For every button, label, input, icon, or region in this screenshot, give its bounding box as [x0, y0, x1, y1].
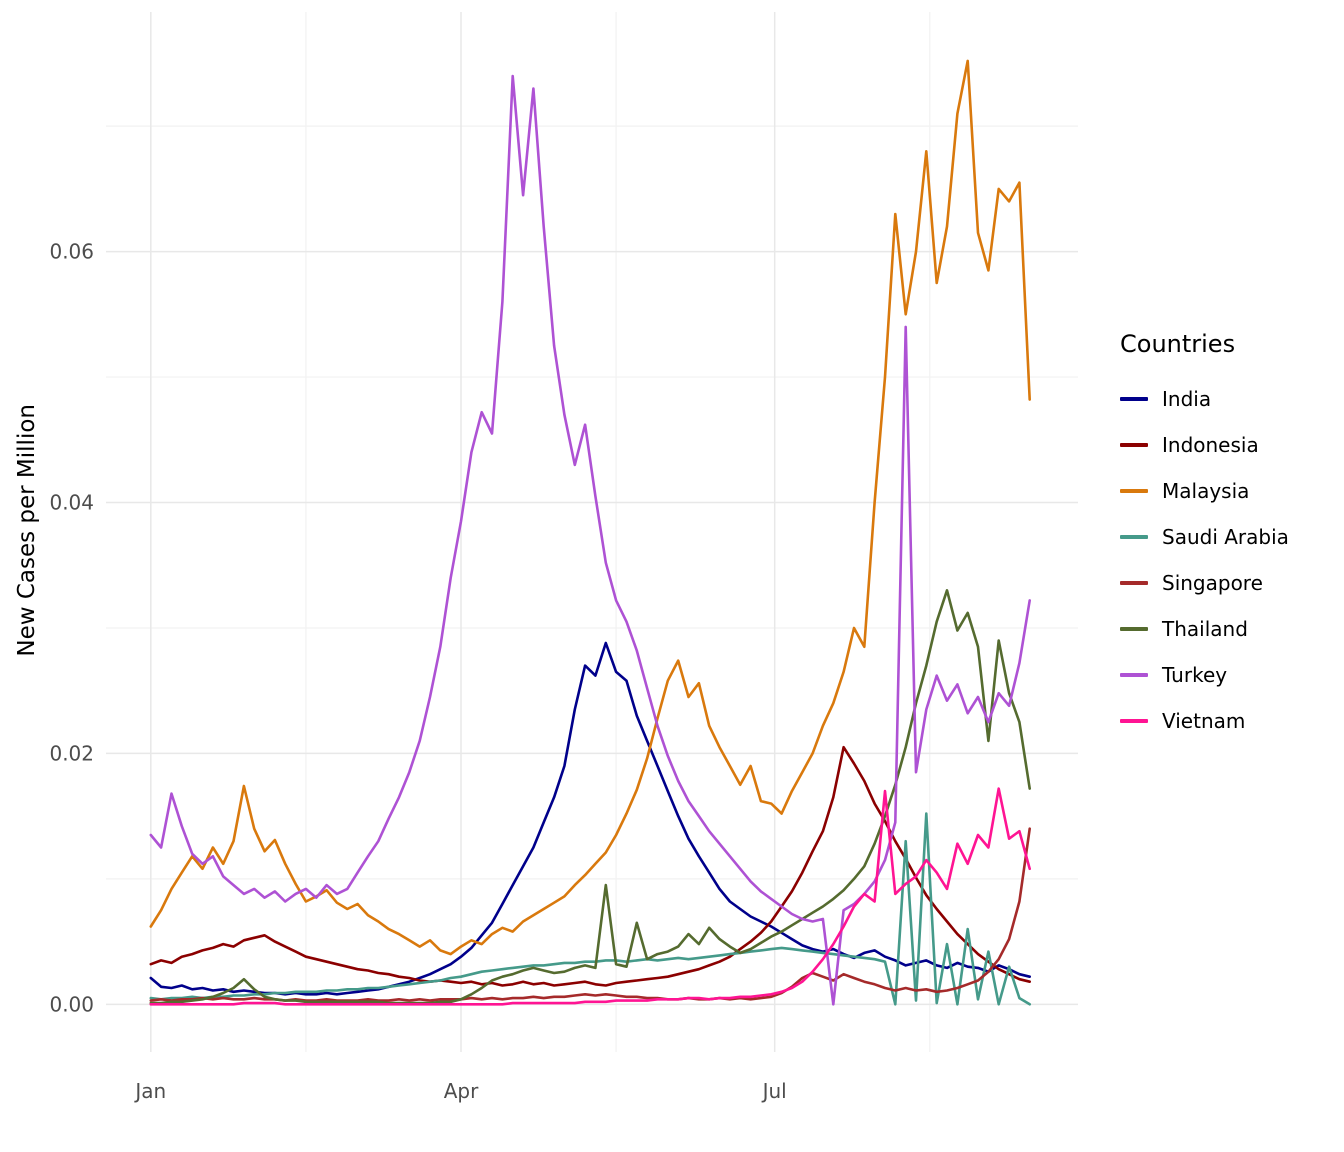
x-tick-label: Apr — [444, 1079, 479, 1103]
series-line-malaysia — [149, 59, 1031, 956]
legend-key-swatch — [1120, 673, 1148, 677]
legend-label: Turkey — [1162, 663, 1228, 687]
legend-label: Saudi Arabia — [1162, 525, 1289, 549]
legend-label: Vietnam — [1162, 709, 1246, 733]
y-tick-label: 0.06 — [49, 240, 94, 264]
y-tick-label: 0.02 — [49, 741, 94, 765]
legend-label: Singapore — [1162, 571, 1263, 595]
legend-key-swatch — [1120, 443, 1148, 447]
legend-key-swatch — [1120, 489, 1148, 493]
y-tick-label: 0.04 — [49, 491, 94, 515]
legend-item-indonesia: Indonesia — [1120, 422, 1340, 468]
legend-key-swatch — [1120, 535, 1148, 539]
legend-label: India — [1162, 387, 1212, 411]
legend-label: Indonesia — [1162, 433, 1259, 457]
legend-items: India Indonesia Malaysia Saudi Arabia Singap… — [1120, 376, 1340, 744]
series-line-saudi-arabia — [149, 812, 1031, 1006]
x-tick-label: Jul — [761, 1079, 787, 1103]
legend-key-swatch — [1120, 581, 1148, 585]
legend-item-india: India — [1120, 376, 1340, 422]
legend-key-swatch — [1120, 719, 1148, 723]
legend: Countries India Indonesia Malaysia Saudi Ar… — [1120, 330, 1340, 744]
legend-item-singapore: Singapore — [1120, 560, 1340, 606]
series-line-vietnam — [149, 787, 1031, 1006]
legend-item-vietnam: Vietnam — [1120, 698, 1340, 744]
series-line-turkey — [149, 74, 1031, 1006]
legend-label: Thailand — [1162, 617, 1248, 641]
y-tick-label: 0.00 — [49, 992, 94, 1016]
legend-item-turkey: Turkey — [1120, 652, 1340, 698]
legend-title: Countries — [1120, 330, 1236, 358]
legend-item-saudi-arabia: Saudi Arabia — [1120, 514, 1340, 560]
legend-item-thailand: Thailand — [1120, 606, 1340, 652]
legend-key-swatch — [1120, 627, 1148, 631]
x-tick-label: Jan — [133, 1079, 166, 1103]
legend-label: Malaysia — [1162, 479, 1250, 503]
legend-item-malaysia: Malaysia — [1120, 468, 1340, 514]
series-line-india — [149, 641, 1031, 996]
legend-key-swatch — [1120, 397, 1148, 401]
